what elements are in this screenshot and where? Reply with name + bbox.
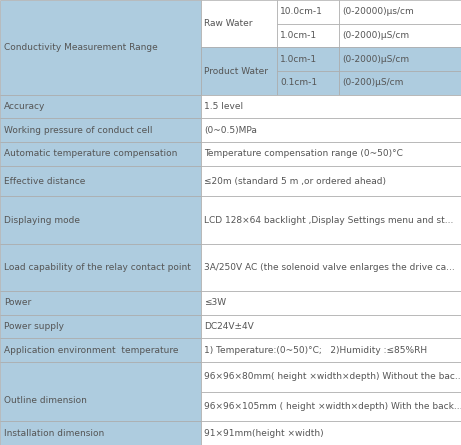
Bar bbox=[0, 244, 201, 291]
Bar bbox=[0, 315, 201, 339]
Text: 10.0cm-1: 10.0cm-1 bbox=[280, 7, 323, 16]
Text: 3A/250V AC (the solenoid valve enlarges the drive ca...: 3A/250V AC (the solenoid valve enlarges … bbox=[204, 263, 455, 272]
Text: Conductivity Measurement Range: Conductivity Measurement Range bbox=[4, 43, 158, 52]
Bar bbox=[339, 24, 461, 47]
Bar bbox=[0, 339, 201, 362]
Text: 91×91mm(height ×width): 91×91mm(height ×width) bbox=[204, 429, 324, 438]
Text: 1.5 level: 1.5 level bbox=[204, 102, 243, 111]
Bar bbox=[0, 166, 201, 196]
Text: (0-2000)μS/cm: (0-2000)μS/cm bbox=[343, 55, 410, 64]
Text: ≤3W: ≤3W bbox=[204, 299, 226, 307]
Text: ≤20m (standard 5 m ,or ordered ahead): ≤20m (standard 5 m ,or ordered ahead) bbox=[204, 177, 386, 186]
Text: Automatic temperature compensation: Automatic temperature compensation bbox=[4, 150, 177, 158]
Text: 0.1cm-1: 0.1cm-1 bbox=[280, 78, 318, 87]
Text: Power supply: Power supply bbox=[4, 322, 64, 331]
Text: DC24V±4V: DC24V±4V bbox=[204, 322, 254, 331]
Text: Raw Water: Raw Water bbox=[204, 19, 253, 28]
Text: (0-20000)μs/cm: (0-20000)μs/cm bbox=[343, 7, 414, 16]
Bar bbox=[0, 291, 201, 315]
Bar bbox=[201, 315, 461, 339]
Bar bbox=[201, 339, 461, 362]
Text: Temperature compensation range (0~50)°C: Temperature compensation range (0~50)°C bbox=[204, 150, 403, 158]
Bar bbox=[0, 118, 201, 142]
Bar bbox=[201, 0, 277, 47]
Bar bbox=[277, 71, 339, 95]
Bar bbox=[0, 421, 201, 445]
Text: Displaying mode: Displaying mode bbox=[4, 216, 80, 225]
Bar bbox=[201, 421, 461, 445]
Bar bbox=[339, 71, 461, 95]
Text: Working pressure of conduct cell: Working pressure of conduct cell bbox=[4, 125, 152, 135]
Bar bbox=[201, 118, 461, 142]
Bar bbox=[201, 362, 461, 392]
Bar bbox=[339, 0, 461, 24]
Bar bbox=[201, 291, 461, 315]
Text: LCD 128×64 backlight ,Display Settings menu and st...: LCD 128×64 backlight ,Display Settings m… bbox=[204, 216, 454, 225]
Text: (0-2000)μS/cm: (0-2000)μS/cm bbox=[343, 31, 410, 40]
Bar bbox=[0, 142, 201, 166]
Text: 1) Temperature:(0~50)°C;   2)Humidity :≤85%RH: 1) Temperature:(0~50)°C; 2)Humidity :≤85… bbox=[204, 346, 427, 355]
Bar bbox=[201, 196, 461, 244]
Text: Application environment  temperature: Application environment temperature bbox=[4, 346, 178, 355]
Bar bbox=[201, 95, 461, 118]
Text: Installation dimension: Installation dimension bbox=[4, 429, 104, 438]
Bar bbox=[277, 47, 339, 71]
Text: Load capability of the relay contact point: Load capability of the relay contact poi… bbox=[4, 263, 190, 272]
Bar bbox=[201, 392, 461, 421]
Text: (0-200)μS/cm: (0-200)μS/cm bbox=[343, 78, 404, 87]
Bar bbox=[201, 142, 461, 166]
Text: 96×96×105mm ( height ×width×depth) With the back...: 96×96×105mm ( height ×width×depth) With … bbox=[204, 402, 461, 411]
Bar bbox=[0, 95, 201, 118]
Bar bbox=[0, 0, 201, 95]
Bar bbox=[201, 244, 461, 291]
Text: Product Water: Product Water bbox=[204, 66, 268, 76]
Bar bbox=[201, 47, 277, 95]
Text: 96×96×80mm( height ×width×depth) Without the bac...: 96×96×80mm( height ×width×depth) Without… bbox=[204, 372, 461, 381]
Text: Accuracy: Accuracy bbox=[4, 102, 45, 111]
Bar bbox=[0, 362, 201, 421]
Text: (0~0.5)MPa: (0~0.5)MPa bbox=[204, 125, 257, 135]
Text: Outline dimension: Outline dimension bbox=[4, 396, 87, 405]
Bar bbox=[0, 196, 201, 244]
Text: 1.0cm-1: 1.0cm-1 bbox=[280, 31, 318, 40]
Bar bbox=[277, 0, 339, 24]
Text: 1.0cm-1: 1.0cm-1 bbox=[280, 55, 318, 64]
Text: Power: Power bbox=[4, 299, 31, 307]
Bar bbox=[339, 47, 461, 71]
Bar bbox=[201, 166, 461, 196]
Text: Effective distance: Effective distance bbox=[4, 177, 85, 186]
Bar bbox=[277, 24, 339, 47]
